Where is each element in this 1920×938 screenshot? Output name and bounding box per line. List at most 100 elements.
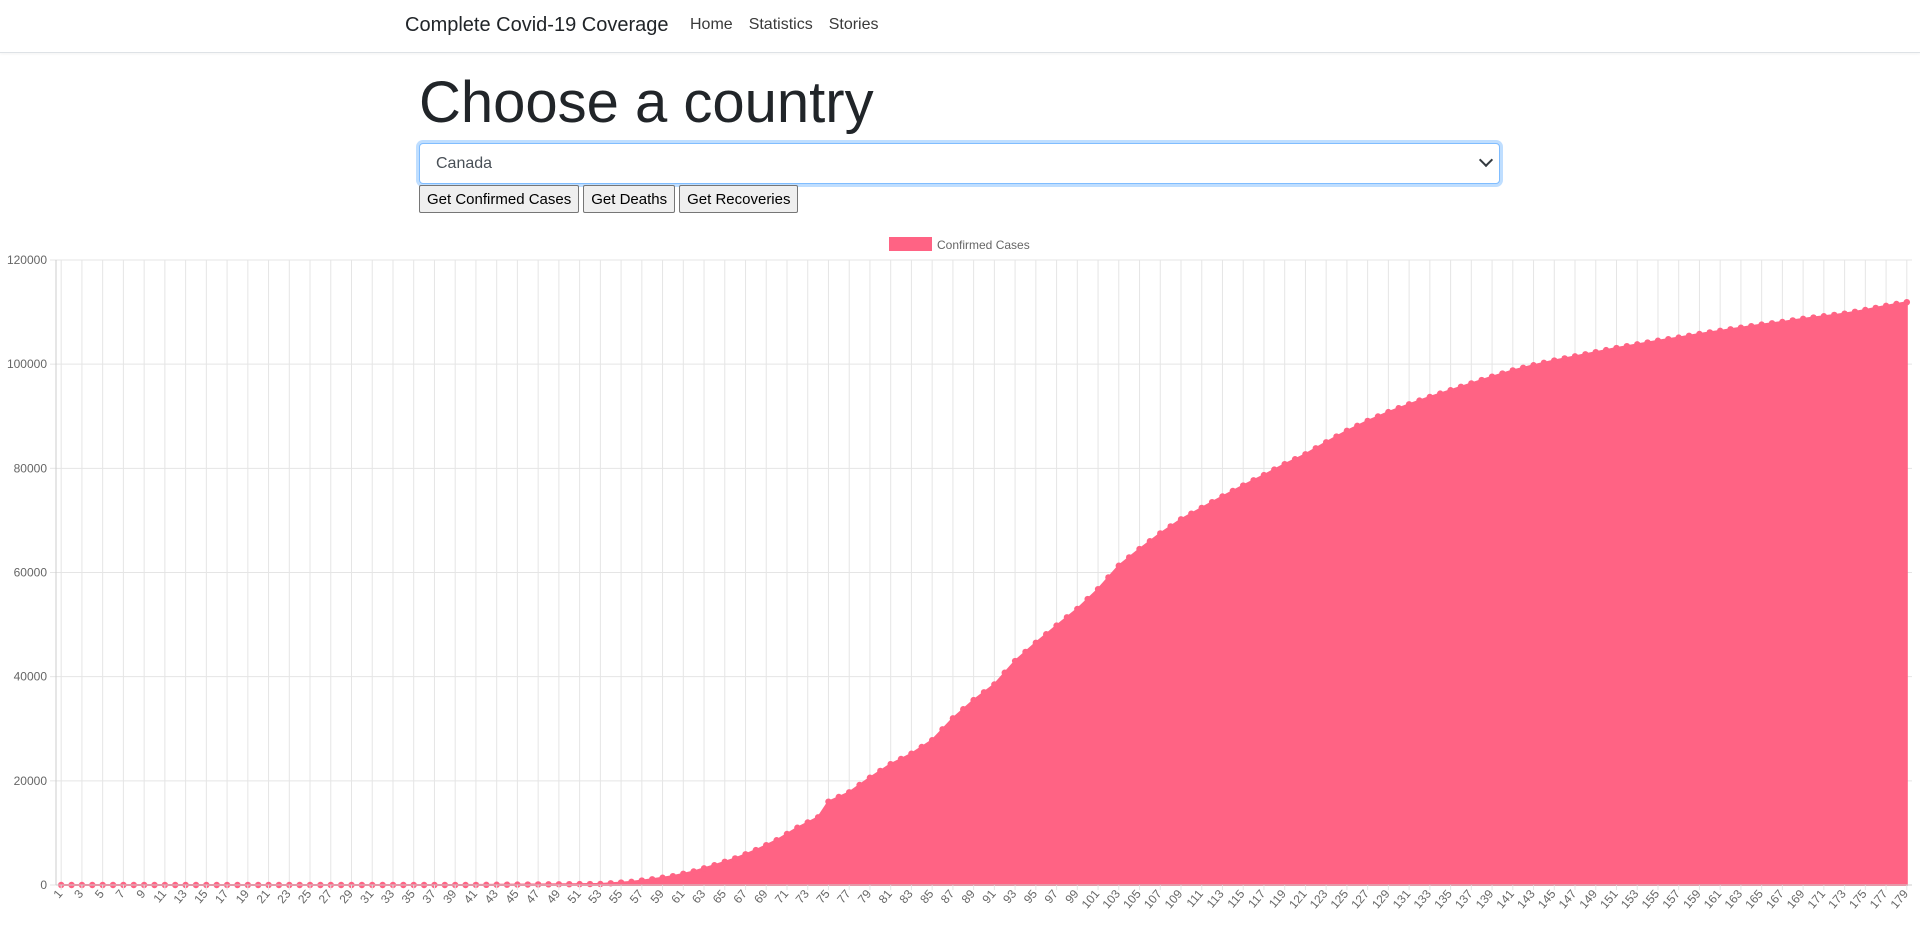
data-point[interactable] xyxy=(1063,614,1071,621)
data-point[interactable] xyxy=(1716,327,1724,335)
data-point[interactable] xyxy=(1509,367,1517,374)
data-point[interactable] xyxy=(1146,538,1154,545)
data-point[interactable] xyxy=(1343,427,1351,435)
data-point[interactable] xyxy=(1405,401,1413,408)
data-point[interactable] xyxy=(1530,362,1537,369)
data-point[interactable] xyxy=(690,868,697,875)
data-point[interactable] xyxy=(1634,341,1641,348)
data-point[interactable] xyxy=(1696,330,1703,338)
data-point[interactable] xyxy=(1354,422,1361,430)
data-point[interactable] xyxy=(1457,383,1465,391)
data-point[interactable] xyxy=(1551,357,1558,364)
data-point[interactable] xyxy=(1074,605,1081,613)
data-point[interactable] xyxy=(1654,337,1662,344)
data-point[interactable] xyxy=(897,755,905,763)
data-point[interactable] xyxy=(970,696,977,704)
country-select[interactable]: Canada xyxy=(419,143,1500,184)
data-point[interactable] xyxy=(1758,321,1765,328)
data-point[interactable] xyxy=(1862,306,1869,314)
data-point[interactable] xyxy=(566,880,573,888)
data-point[interactable] xyxy=(1820,313,1828,320)
data-point[interactable] xyxy=(1706,329,1714,336)
data-point[interactable] xyxy=(1105,574,1112,581)
data-point[interactable] xyxy=(1727,326,1734,333)
get-recoveries-button[interactable]: Get Recoveries xyxy=(679,185,799,213)
data-point[interactable] xyxy=(1188,510,1195,517)
data-point[interactable] xyxy=(1084,595,1091,603)
data-point[interactable] xyxy=(991,681,998,688)
data-point[interactable] xyxy=(1115,562,1122,569)
nav-link-home[interactable]: Home xyxy=(690,16,733,33)
data-point[interactable] xyxy=(1177,516,1185,523)
data-point[interactable] xyxy=(846,789,853,796)
data-point[interactable] xyxy=(628,878,635,886)
data-point[interactable] xyxy=(1302,451,1309,458)
data-point[interactable] xyxy=(1125,554,1133,561)
get-confirmed-cases-button[interactable]: Get Confirmed Cases xyxy=(419,185,580,213)
data-point[interactable] xyxy=(1416,397,1423,404)
data-point[interactable] xyxy=(1395,404,1402,412)
data-point[interactable] xyxy=(1043,631,1050,638)
data-point[interactable] xyxy=(721,858,728,866)
data-point[interactable] xyxy=(1011,657,1019,665)
data-point[interactable] xyxy=(1872,304,1879,312)
data-point[interactable] xyxy=(1022,648,1029,656)
data-point[interactable] xyxy=(773,837,780,844)
data-point[interactable] xyxy=(814,814,822,821)
data-point[interactable] xyxy=(1685,332,1693,339)
get-deaths-button[interactable]: Get Deaths xyxy=(583,185,676,213)
data-point[interactable] xyxy=(763,841,770,849)
data-point[interactable] xyxy=(649,876,656,883)
data-point[interactable] xyxy=(1540,359,1548,367)
data-point[interactable] xyxy=(1208,498,1216,506)
data-point[interactable] xyxy=(576,880,583,888)
data-point[interactable] xyxy=(1478,376,1485,384)
data-point[interactable] xyxy=(669,872,677,880)
data-point[interactable] xyxy=(1167,523,1174,530)
data-point[interactable] xyxy=(700,865,708,872)
data-point[interactable] xyxy=(887,760,894,768)
data-point[interactable] xyxy=(711,862,718,869)
data-point[interactable] xyxy=(1768,320,1776,327)
data-point[interactable] xyxy=(804,819,811,826)
data-point[interactable] xyxy=(731,855,739,862)
data-point[interactable] xyxy=(1665,335,1672,343)
data-point[interactable] xyxy=(980,689,988,696)
data-point[interactable] xyxy=(638,877,646,884)
data-point[interactable] xyxy=(1841,310,1848,317)
data-point[interactable] xyxy=(1882,302,1890,310)
data-point[interactable] xyxy=(960,706,967,713)
data-point[interactable] xyxy=(742,851,749,858)
data-point[interactable] xyxy=(1032,639,1040,647)
data-point[interactable] xyxy=(1519,364,1527,372)
data-point[interactable] xyxy=(1157,530,1164,537)
data-point[interactable] xyxy=(1136,545,1143,553)
data-point[interactable] xyxy=(1437,390,1444,397)
data-point[interactable] xyxy=(794,824,801,831)
data-point[interactable] xyxy=(1613,344,1620,352)
data-point[interactable] xyxy=(752,846,760,854)
data-point[interactable] xyxy=(825,798,832,805)
data-point[interactable] xyxy=(1799,315,1807,323)
data-point[interactable] xyxy=(1198,504,1205,512)
data-point[interactable] xyxy=(1748,322,1755,330)
data-point[interactable] xyxy=(835,793,843,801)
data-point[interactable] xyxy=(1260,471,1268,479)
data-point[interactable] xyxy=(939,726,946,733)
data-point[interactable] xyxy=(1582,351,1589,358)
data-point[interactable] xyxy=(659,874,666,881)
data-point[interactable] xyxy=(1571,353,1579,360)
data-point[interactable] xyxy=(1675,334,1682,341)
data-point[interactable] xyxy=(1312,445,1319,452)
data-point[interactable] xyxy=(555,881,563,888)
data-point[interactable] xyxy=(1623,342,1631,350)
data-point[interactable] xyxy=(1602,346,1610,354)
data-point[interactable] xyxy=(1893,300,1900,308)
data-point[interactable] xyxy=(1737,324,1745,331)
data-point[interactable] xyxy=(1094,585,1102,593)
data-point[interactable] xyxy=(1644,339,1651,346)
data-point[interactable] xyxy=(783,830,791,838)
data-point[interactable] xyxy=(607,880,614,887)
nav-link-statistics[interactable]: Statistics xyxy=(748,16,813,33)
data-point[interactable] xyxy=(545,881,552,888)
